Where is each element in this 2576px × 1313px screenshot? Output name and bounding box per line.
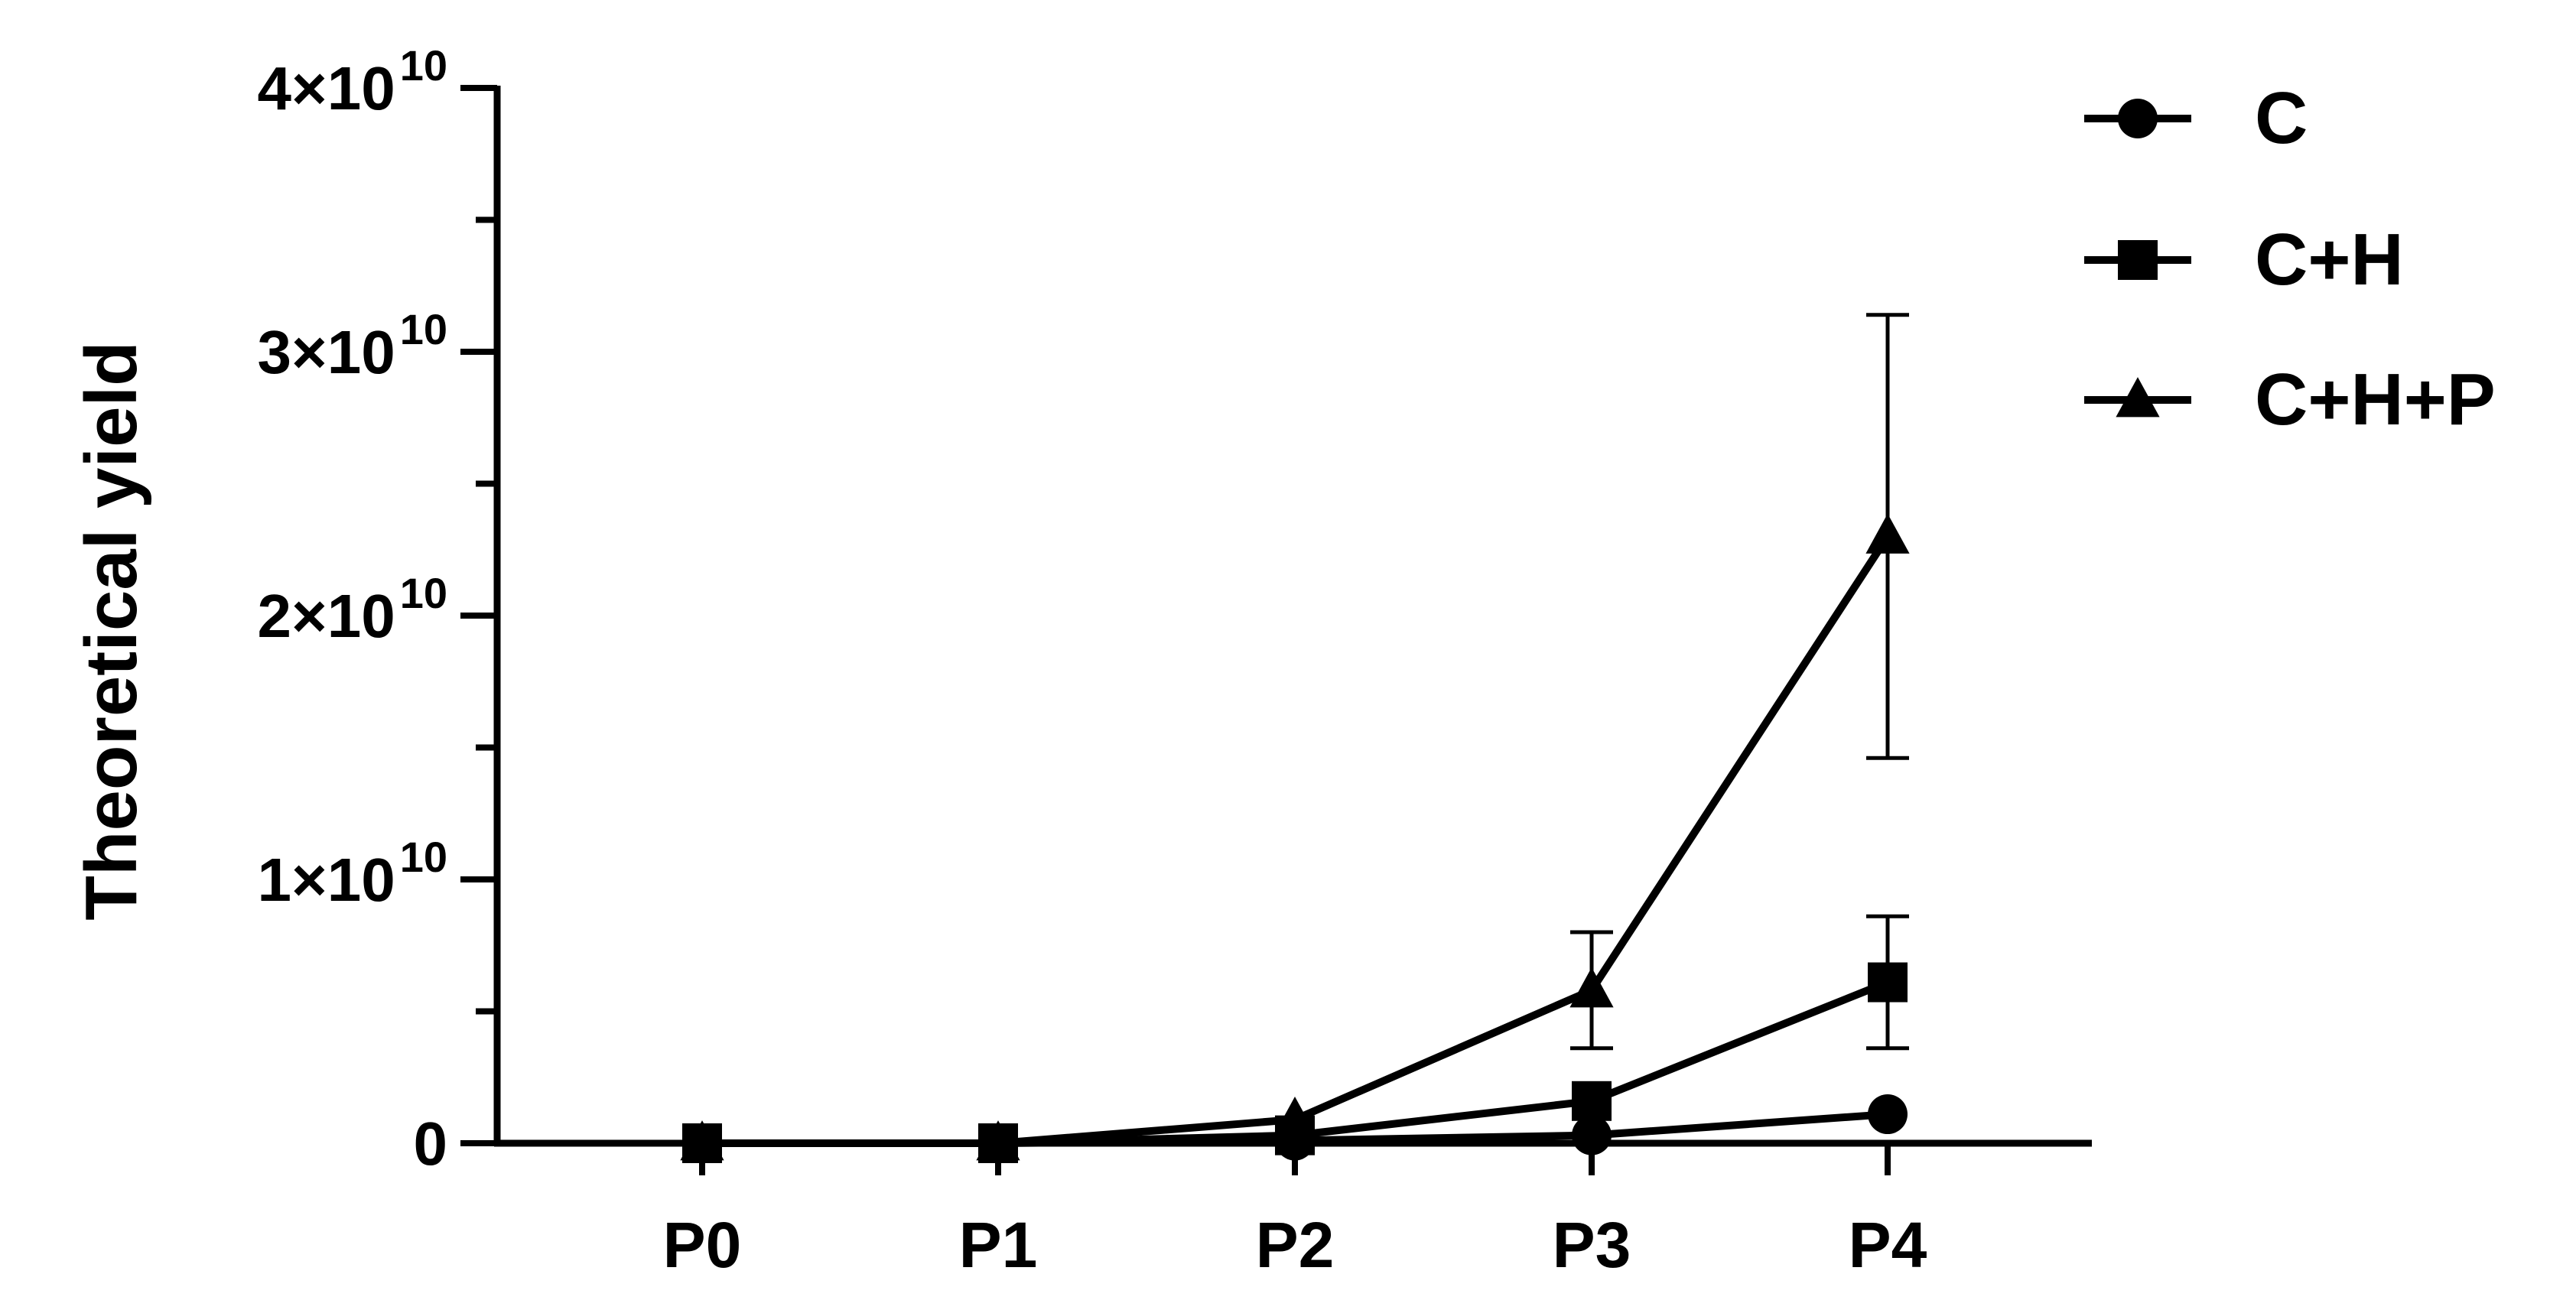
data-point-square [1572,1081,1612,1121]
data-point-triangle [1569,967,1614,1008]
data-point-square [1868,962,1908,1003]
y-tick-label: 0 [414,1110,448,1178]
legend-label: C [2255,77,2308,159]
data-point-circle [1868,1094,1908,1135]
x-tick-label-p1: P1 [959,1209,1038,1281]
legend-marker-square [2118,240,2158,280]
y-tick-label: 2×10 10 [258,569,448,650]
legend-label: C+H+P [2255,359,2496,440]
data-point-triangle [1865,513,1910,554]
x-tick-label-p0: P0 [663,1209,742,1281]
y-tick-label: 3×10 10 [258,305,448,386]
data-point-triangle [1273,1097,1317,1137]
y-tick-label: 4×10 10 [258,41,448,122]
y-tick-label: 1×10 10 [258,833,448,914]
legend-marker-circle [2118,99,2158,138]
data-point-circle [1572,1115,1612,1155]
x-tick-label-p4: P4 [1849,1209,1927,1281]
legend-marker-triangle [2116,377,2160,418]
x-tick-label-p2: P2 [1256,1209,1335,1281]
y-axis-title: Theoretical yield [70,341,152,921]
data-point-triangle [680,1120,724,1161]
x-tick-label-p3: P3 [1553,1209,1631,1281]
data-point-triangle [976,1120,1020,1161]
legend-label: C+H [2255,219,2404,301]
